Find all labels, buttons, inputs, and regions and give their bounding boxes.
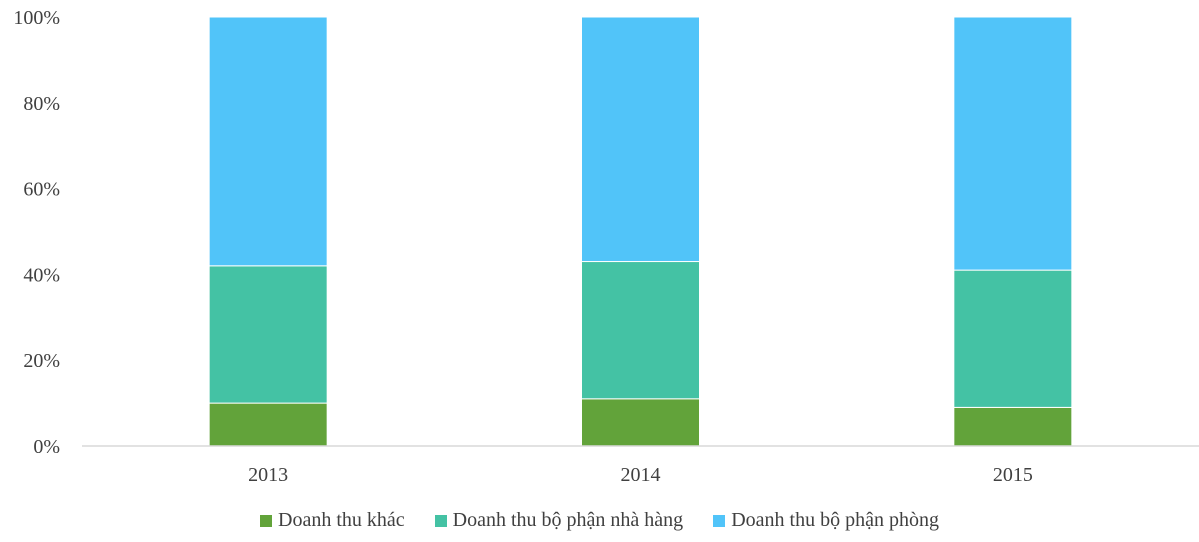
bar-segment <box>953 16 1073 271</box>
legend-swatch-restaurant <box>434 514 447 527</box>
y-tick-label: 0% <box>33 436 60 458</box>
legend: Doanh thu khác Doanh thu bộ phận nhà hàn… <box>0 509 1199 532</box>
y-tick-label: 100% <box>13 7 60 29</box>
legend-label-room: Doanh thu bộ phận phòng <box>731 509 939 531</box>
bar-stacks <box>208 16 1073 447</box>
bar-segment <box>581 16 700 263</box>
x-tick-label: 2015 <box>993 464 1033 486</box>
y-tick-label: 20% <box>23 350 60 372</box>
x-tick-label: 2013 <box>248 464 288 486</box>
bar-segment <box>953 406 1073 447</box>
bar-segment <box>581 261 700 400</box>
bar-segment <box>581 398 700 447</box>
bar-segment <box>208 265 328 404</box>
bar-segment <box>953 269 1073 408</box>
legend-item-other: Doanh thu khác <box>260 509 405 532</box>
y-tick-label: 60% <box>23 179 60 201</box>
legend-item-restaurant: Doanh thu bộ phận nhà hàng <box>434 509 684 532</box>
x-tick-label: 2014 <box>621 464 661 486</box>
legend-swatch-room <box>713 514 726 527</box>
bar-segment <box>208 16 328 267</box>
bar-segment <box>208 402 328 447</box>
legend-swatch-other <box>260 514 273 527</box>
y-tick-label: 80% <box>23 93 60 115</box>
legend-item-room: Doanh thu bộ phận phòng <box>713 509 939 532</box>
legend-label-other: Doanh thu khác <box>278 509 405 531</box>
x-axis-ticks: 2013 2014 2015 <box>248 464 1033 486</box>
stacked-bar-chart: 0% 20% 40% 60% 80% 100% 2013 2014 2015 <box>13 7 1199 486</box>
y-axis-ticks: 0% 20% 40% 60% 80% 100% <box>13 7 60 458</box>
legend-label-restaurant: Doanh thu bộ phận nhà hàng <box>452 509 684 531</box>
y-tick-label: 40% <box>23 264 60 286</box>
